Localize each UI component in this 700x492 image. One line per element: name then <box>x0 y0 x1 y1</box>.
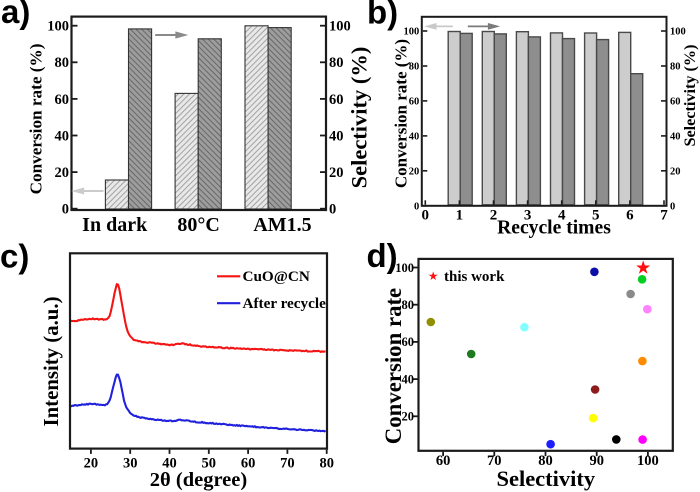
svg-text:100: 100 <box>47 19 69 35</box>
svg-text:20: 20 <box>670 166 681 177</box>
svg-text:Conversion rate (%): Conversion rate (%) <box>392 39 411 188</box>
svg-text:80: 80 <box>409 62 420 73</box>
svg-text:60: 60 <box>409 97 420 108</box>
svg-text:40: 40 <box>402 372 415 386</box>
svg-text:20: 20 <box>402 410 415 424</box>
svg-text:Selectivity: Selectivity <box>496 466 595 491</box>
svg-text:100: 100 <box>395 261 414 275</box>
svg-text:40: 40 <box>329 128 344 144</box>
svg-text:1: 1 <box>456 208 464 224</box>
svg-text:80: 80 <box>670 62 681 73</box>
svg-text:40: 40 <box>55 128 70 144</box>
svg-text:20: 20 <box>329 165 344 181</box>
svg-text:20: 20 <box>84 456 99 472</box>
svg-text:Intensity (a.u.): Intensity (a.u.) <box>40 296 63 426</box>
svg-text:b): b) <box>367 0 398 31</box>
svg-text:40: 40 <box>409 131 420 142</box>
svg-text:Recycle times: Recycle times <box>497 218 611 239</box>
svg-text:CuO@CN: CuO@CN <box>243 268 310 285</box>
svg-text:80: 80 <box>329 55 344 71</box>
svg-text:5: 5 <box>592 208 600 224</box>
svg-text:In dark: In dark <box>82 214 148 236</box>
svg-text:Selectivity (%): Selectivity (%) <box>347 47 372 189</box>
svg-text:100: 100 <box>404 27 420 38</box>
svg-text:100: 100 <box>637 453 659 469</box>
svg-text:40: 40 <box>162 456 177 472</box>
svg-text:60: 60 <box>329 92 344 108</box>
svg-text:4: 4 <box>558 208 566 224</box>
svg-text:0: 0 <box>62 202 69 218</box>
svg-text:50: 50 <box>202 456 217 472</box>
svg-text:80: 80 <box>538 453 553 469</box>
svg-text:7: 7 <box>660 208 668 224</box>
svg-text:70: 70 <box>487 453 502 469</box>
svg-text:Selectivity (%): Selectivity (%) <box>681 44 699 146</box>
svg-text:60: 60 <box>241 456 256 472</box>
svg-text:0: 0 <box>670 201 675 212</box>
svg-text:30: 30 <box>123 456 138 472</box>
svg-text:90: 90 <box>589 453 604 469</box>
svg-text:60: 60 <box>55 92 70 108</box>
svg-text:c): c) <box>0 238 29 275</box>
svg-text:After recycle: After recycle <box>243 295 327 312</box>
svg-text:0: 0 <box>329 202 336 218</box>
svg-text:0: 0 <box>414 201 419 212</box>
svg-text:2θ (degree): 2θ (degree) <box>150 469 247 491</box>
svg-text:3: 3 <box>524 208 532 224</box>
svg-text:20: 20 <box>55 165 70 181</box>
svg-text:60: 60 <box>670 97 681 108</box>
svg-text:this work: this work <box>444 269 505 285</box>
svg-text:a): a) <box>1 0 30 30</box>
svg-text:Conversion rate (%): Conversion rate (%) <box>27 44 46 195</box>
svg-text:80: 80 <box>319 456 334 472</box>
svg-text:80°C: 80°C <box>177 214 219 236</box>
svg-text:40: 40 <box>670 131 681 142</box>
svg-text:AM1.5: AM1.5 <box>253 214 311 236</box>
svg-text:100: 100 <box>670 27 686 38</box>
svg-text:2: 2 <box>490 208 498 224</box>
svg-text:80: 80 <box>55 55 70 71</box>
svg-text:d): d) <box>367 237 398 274</box>
svg-text:0: 0 <box>422 208 430 224</box>
svg-text:60: 60 <box>436 453 451 469</box>
svg-text:Conversion rate: Conversion rate <box>381 288 406 444</box>
svg-text:6: 6 <box>626 208 634 224</box>
svg-text:60: 60 <box>402 335 415 349</box>
svg-text:70: 70 <box>280 456 295 472</box>
svg-text:20: 20 <box>409 166 420 177</box>
svg-text:80: 80 <box>402 298 415 312</box>
svg-text:100: 100 <box>329 19 351 35</box>
